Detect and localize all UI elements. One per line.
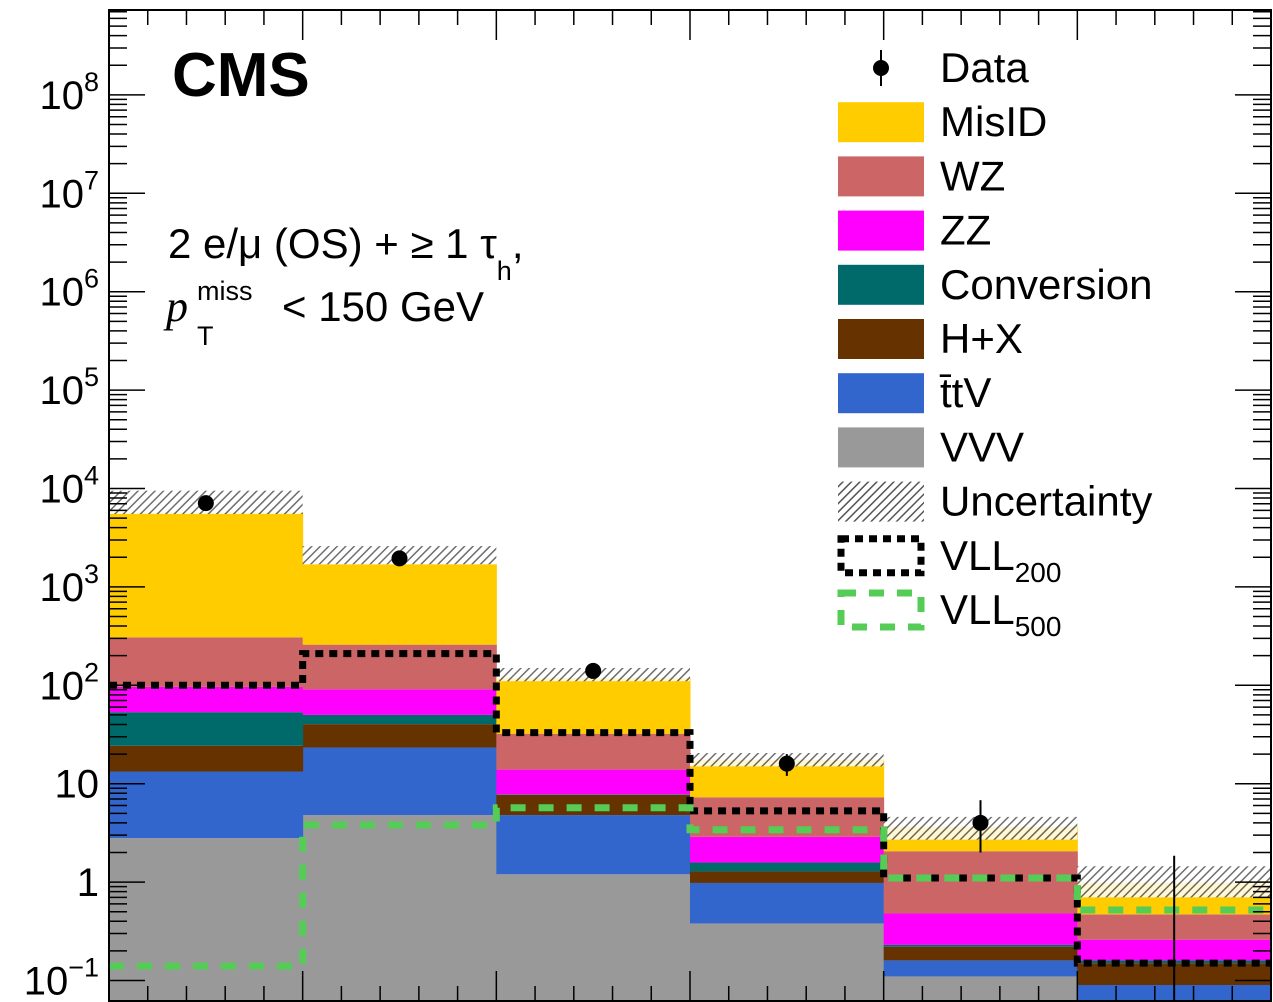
bar-ttv-bin4 bbox=[690, 882, 885, 924]
legend-label: WZ bbox=[940, 152, 1005, 199]
legend-entry-misid: MisID bbox=[838, 98, 1047, 145]
legend-entry-ttv: t̄tV bbox=[838, 369, 991, 416]
bar-conversion-bin4 bbox=[690, 862, 885, 872]
legend-label: VLL500 bbox=[940, 586, 1061, 642]
region-label-sub: T bbox=[197, 321, 214, 351]
data-point-bin2 bbox=[391, 550, 408, 567]
legend-entry-uncertainty: Uncertainty bbox=[838, 478, 1152, 525]
legend-label: H+X bbox=[940, 315, 1023, 362]
region-label-line2: p bbox=[163, 282, 188, 331]
legend-label: t̄tV bbox=[939, 369, 991, 416]
bar-ttv-bin3 bbox=[496, 815, 691, 875]
ytick-label: 104 bbox=[39, 461, 99, 512]
bar-zz-bin1 bbox=[109, 686, 304, 713]
legend-label: VLL200 bbox=[940, 532, 1061, 588]
legend-label: ZZ bbox=[940, 207, 991, 254]
signal-vll500 bbox=[109, 804, 1271, 970]
bar-misid-bin2 bbox=[302, 564, 497, 645]
bar-vvv-bin3 bbox=[496, 874, 691, 1002]
bar-vvv-bin2 bbox=[302, 815, 497, 1002]
bar-vvv-bin5 bbox=[883, 976, 1078, 1002]
legend-swatch bbox=[838, 481, 924, 522]
bar-zz-bin2 bbox=[302, 689, 497, 715]
bar-wz-bin5 bbox=[883, 851, 1078, 914]
region-label-line1: 2 e/μ (OS) + ≥ 1 τh, bbox=[168, 220, 523, 286]
bar-hx-bin1 bbox=[109, 745, 304, 772]
legend-swatch bbox=[838, 102, 924, 143]
legend-label: VVV bbox=[940, 423, 1024, 470]
bar-conversion-bin2 bbox=[302, 714, 497, 725]
ytick-label: 108 bbox=[39, 67, 99, 118]
bar-zz-bin4 bbox=[690, 836, 885, 863]
legend-entry-vll200: VLL200 bbox=[837, 532, 1061, 588]
ytick-label: 107 bbox=[39, 165, 99, 216]
y-axis-ticks bbox=[108, 10, 1272, 1001]
legend-entry-hx: H+X bbox=[838, 315, 1023, 362]
legend-entry-conversion: Conversion bbox=[838, 261, 1152, 308]
legend-swatch bbox=[837, 535, 925, 577]
y-tick-labels: 10−1 1 10 102 103 104 105 106 107 108 bbox=[24, 67, 99, 1002]
bar-hx-bin4 bbox=[690, 871, 885, 883]
bar-conversion-bin3 bbox=[496, 794, 691, 795]
legend-label: MisID bbox=[940, 98, 1047, 145]
ytick-label: 10 bbox=[55, 763, 100, 807]
legend-entry-vvv: VVV bbox=[838, 423, 1024, 470]
ytick-label: 105 bbox=[39, 362, 99, 413]
legend-marker bbox=[873, 60, 889, 76]
bar-conversion-bin1 bbox=[109, 712, 304, 746]
legend-label: Conversion bbox=[940, 261, 1152, 308]
data-point-bin3 bbox=[585, 662, 602, 679]
bar-ttv-bin5 bbox=[883, 960, 1078, 977]
legend-entry-wz: WZ bbox=[838, 152, 1005, 199]
bar-vvv-bin1 bbox=[109, 838, 304, 1002]
legend-swatch bbox=[838, 264, 924, 305]
bar-wz-bin3 bbox=[496, 733, 691, 770]
legend-swatch bbox=[838, 373, 924, 414]
legend-swatch bbox=[838, 319, 924, 359]
legend-swatch bbox=[838, 156, 924, 197]
data-point-bin5 bbox=[972, 814, 989, 831]
legend-label: Data bbox=[940, 44, 1029, 91]
region-label-line2-rest: < 150 GeV bbox=[282, 283, 484, 330]
bar-zz-bin3 bbox=[496, 769, 691, 795]
legend-swatch bbox=[838, 210, 924, 251]
ytick-label: 102 bbox=[39, 657, 99, 708]
legend: Data MisID WZ ZZ Conversion H+X t̄tV VVV Uncerta… bbox=[837, 44, 1152, 642]
data-point-bin1 bbox=[197, 495, 214, 512]
legend-entry-vll500: VLL500 bbox=[837, 586, 1061, 642]
legend-swatch bbox=[837, 589, 925, 631]
data-point-bin4 bbox=[778, 755, 795, 772]
bar-zz-bin5 bbox=[883, 913, 1078, 945]
ytick-label: 103 bbox=[39, 559, 99, 610]
data-points bbox=[197, 495, 1176, 1001]
experiment-label: CMS bbox=[172, 41, 310, 110]
bar-ttv-bin2 bbox=[302, 747, 497, 816]
region-label: 2 e/μ (OS) + ≥ 1 τh, p miss T < 150 GeV bbox=[163, 220, 523, 351]
legend-label: Uncertainty bbox=[940, 478, 1152, 525]
ytick-label: 10−1 bbox=[24, 953, 99, 1002]
bar-conversion-bin5 bbox=[883, 944, 1078, 947]
legend-swatch bbox=[838, 427, 924, 468]
region-label-sup: miss bbox=[197, 276, 253, 306]
ytick-label: 1 bbox=[77, 861, 99, 905]
legend-entry-data: Data bbox=[873, 44, 1029, 91]
bar-misid-bin3 bbox=[496, 677, 691, 734]
bar-hx-bin5 bbox=[883, 946, 1078, 961]
legend-entry-zz: ZZ bbox=[838, 207, 991, 254]
signal-histograms bbox=[109, 650, 1271, 970]
bar-wz-bin1 bbox=[109, 637, 304, 687]
bar-misid-bin1 bbox=[109, 512, 304, 638]
bar-vvv-bin4 bbox=[690, 923, 885, 1002]
bar-hx-bin2 bbox=[302, 724, 497, 748]
ytick-label: 106 bbox=[39, 264, 99, 315]
bar-ttv-bin1 bbox=[109, 771, 304, 839]
